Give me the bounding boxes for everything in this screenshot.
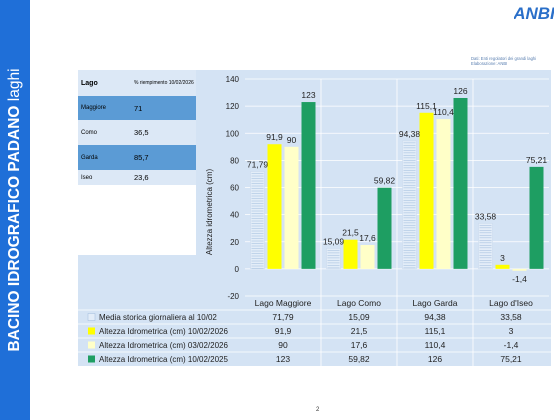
bar — [453, 97, 468, 269]
bar — [343, 239, 358, 269]
x-tick-label: Lago Garda — [413, 298, 458, 308]
legend-swatch — [87, 313, 96, 321]
bar — [512, 268, 527, 271]
bar — [436, 119, 451, 269]
bar — [419, 112, 434, 269]
data-label: 21,5 — [342, 228, 359, 238]
y-tick-label: -20 — [227, 292, 239, 301]
table-row: Garda 85,7 — [78, 145, 196, 170]
data-label: 3 — [500, 253, 505, 263]
y-tick-label: 60 — [230, 184, 239, 193]
data-label: 71,79 — [247, 160, 269, 170]
anbi-logo: ANBI — [514, 4, 554, 23]
table-cell-lake: Maggiore — [81, 105, 107, 111]
legend-swatch — [88, 341, 95, 349]
legend-value: 21,5 — [351, 326, 368, 336]
y-tick-label: 140 — [226, 75, 240, 84]
logo-text: ANBI — [514, 4, 554, 23]
legend-value: 126 — [428, 354, 442, 364]
legend-value: 123 — [276, 354, 290, 364]
table-cell-lake: Garda — [81, 154, 98, 161]
y-tick-label: 0 — [235, 265, 240, 274]
data-label: 15,09 — [323, 236, 345, 246]
legend-value: 75,21 — [500, 354, 522, 364]
x-tick-label: Lago Como — [337, 298, 381, 308]
x-tick-label: Lago d'Iseo — [489, 298, 533, 308]
x-tick-label: Lago Maggiore — [255, 298, 312, 308]
data-label: 17,6 — [359, 233, 376, 243]
table-header: Lago % riempimento 10/02/2026 — [78, 70, 196, 96]
table-row: Maggiore 71 — [78, 96, 196, 120]
y-tick-label: 20 — [230, 238, 239, 247]
table-row: Iseo 23,6 — [78, 170, 196, 185]
source-line-1: Dati: Enti regolatori dei grandi laghi — [471, 56, 537, 61]
data-label: 90 — [287, 135, 297, 145]
bar — [326, 248, 341, 270]
legend-value: 15,09 — [348, 312, 370, 322]
bar — [301, 102, 316, 269]
table-cell-fill: 36,5 — [134, 128, 149, 137]
table-cell-fill: 23,6 — [134, 173, 149, 182]
bar — [267, 144, 282, 269]
table-cell-fill: 71 — [134, 103, 143, 113]
legend-label: Altezza Idrometrica (cm) 03/02/2026 — [99, 341, 228, 350]
data-label: 94,38 — [399, 129, 421, 139]
legend-value: 71,79 — [272, 312, 294, 322]
legend-label: Altezza Idrometrica (cm) 10/02/2025 — [99, 355, 228, 364]
legend-label: Media storica giornaliera al 10/02 — [99, 313, 217, 322]
table-cell-lake: Como — [81, 129, 98, 136]
legend-value: 3 — [509, 326, 514, 336]
table-header-fill: % riempimento 10/02/2026 — [134, 80, 194, 86]
table-row: Como 36,5 — [78, 120, 196, 145]
legend-value: 91,9 — [275, 326, 292, 336]
y-axis-label: Altezza idrometrica (cm) — [205, 169, 214, 256]
table-cell-fill: 85,7 — [134, 153, 149, 162]
y-tick-label: 80 — [230, 156, 239, 165]
data-label: 115,1 — [416, 101, 437, 111]
legend-value: 90 — [278, 340, 288, 350]
bar — [377, 187, 392, 269]
legend-value: 115,1 — [425, 326, 446, 336]
legend-value: 110,4 — [425, 340, 446, 350]
bar — [495, 264, 510, 269]
legend-swatch — [88, 355, 95, 363]
bar — [284, 146, 299, 269]
legend-value: 59,82 — [348, 354, 370, 364]
bar — [402, 140, 417, 270]
data-label: 33,58 — [475, 211, 497, 221]
data-label: 126 — [453, 86, 467, 96]
sidebar: BACINO IDROGRAFICO PADANO laghi — [0, 0, 30, 420]
legend-value: 94,38 — [424, 312, 446, 322]
bar — [360, 245, 375, 269]
data-label: -1,4 — [512, 274, 527, 284]
table-cell-lake: Iseo — [81, 174, 93, 181]
source-note: Dati: Enti regolatori dei grandi laghi E… — [471, 56, 536, 67]
legend-value: 33,58 — [500, 312, 522, 322]
table-blank-area — [78, 185, 196, 255]
legend-label: Altezza Idrometrica (cm) 10/02/2026 — [99, 327, 228, 336]
bar — [478, 223, 493, 270]
table-header-lake: Lago — [81, 79, 98, 87]
data-label: 91,9 — [266, 132, 283, 142]
y-tick-label: 120 — [226, 102, 240, 111]
data-label: 59,82 — [374, 176, 396, 186]
bar — [529, 166, 544, 269]
page-number: 2 — [316, 407, 320, 413]
source-line-2: Elaborazione: ANBI — [471, 61, 508, 67]
legend-value: 17,6 — [351, 340, 368, 350]
y-tick-label: 100 — [226, 129, 240, 138]
y-tick-label: 40 — [230, 211, 239, 220]
data-label: 110,4 — [433, 107, 454, 117]
legend-swatch — [88, 327, 95, 335]
data-label: 123 — [301, 90, 315, 100]
data-label: 75,21 — [526, 155, 548, 165]
legend-value: -1,4 — [504, 340, 519, 350]
